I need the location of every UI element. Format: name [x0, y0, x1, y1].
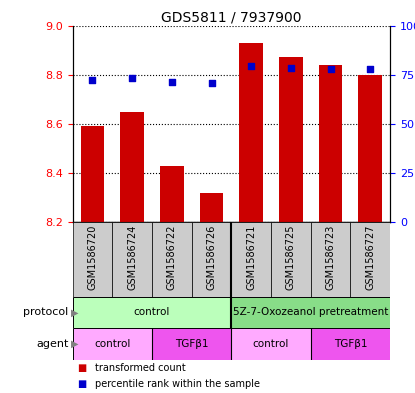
- Text: ■: ■: [77, 379, 86, 389]
- Text: TGFβ1: TGFβ1: [175, 339, 208, 349]
- Text: protocol: protocol: [23, 307, 68, 318]
- Text: GSM1586726: GSM1586726: [207, 224, 217, 290]
- Text: ▶: ▶: [71, 307, 78, 318]
- Text: ▶: ▶: [71, 339, 78, 349]
- Bar: [200, 193, 223, 222]
- Text: GSM1586727: GSM1586727: [365, 224, 375, 290]
- Text: GSM1586720: GSM1586720: [88, 224, 98, 290]
- Text: control: control: [253, 339, 289, 349]
- Text: transformed count: transformed count: [95, 364, 186, 373]
- Text: GSM1586723: GSM1586723: [326, 224, 336, 290]
- Point: [327, 66, 334, 72]
- Bar: [152, 222, 192, 297]
- Bar: [311, 328, 390, 360]
- Bar: [152, 328, 232, 360]
- Text: GSM1586722: GSM1586722: [167, 224, 177, 290]
- Text: control: control: [134, 307, 170, 318]
- Text: control: control: [94, 339, 130, 349]
- Bar: [319, 65, 342, 222]
- Point: [367, 66, 374, 72]
- Bar: [232, 328, 311, 360]
- Bar: [192, 222, 232, 297]
- Bar: [358, 75, 382, 222]
- Point: [208, 79, 215, 86]
- Point: [168, 78, 175, 84]
- Bar: [271, 222, 311, 297]
- Text: GSM1586725: GSM1586725: [286, 224, 296, 290]
- Bar: [73, 222, 112, 297]
- Text: 5Z-7-Oxozeanol pretreatment: 5Z-7-Oxozeanol pretreatment: [233, 307, 388, 318]
- Bar: [279, 57, 303, 222]
- Bar: [81, 126, 104, 222]
- Text: TGFβ1: TGFβ1: [334, 339, 367, 349]
- Text: percentile rank within the sample: percentile rank within the sample: [95, 379, 261, 389]
- Bar: [112, 222, 152, 297]
- Text: agent: agent: [36, 339, 68, 349]
- Text: GSM1586724: GSM1586724: [127, 224, 137, 290]
- Text: GSM1586721: GSM1586721: [246, 224, 256, 290]
- Point: [129, 74, 135, 81]
- Bar: [232, 222, 271, 297]
- Bar: [232, 297, 390, 328]
- Bar: [311, 222, 350, 297]
- Bar: [350, 222, 390, 297]
- Title: GDS5811 / 7937900: GDS5811 / 7937900: [161, 10, 302, 24]
- Text: ■: ■: [77, 364, 86, 373]
- Bar: [120, 112, 144, 222]
- Point: [89, 76, 96, 83]
- Point: [288, 64, 294, 71]
- Bar: [73, 328, 152, 360]
- Bar: [73, 297, 232, 328]
- Bar: [160, 165, 184, 222]
- Bar: [239, 43, 263, 222]
- Point: [248, 62, 254, 69]
